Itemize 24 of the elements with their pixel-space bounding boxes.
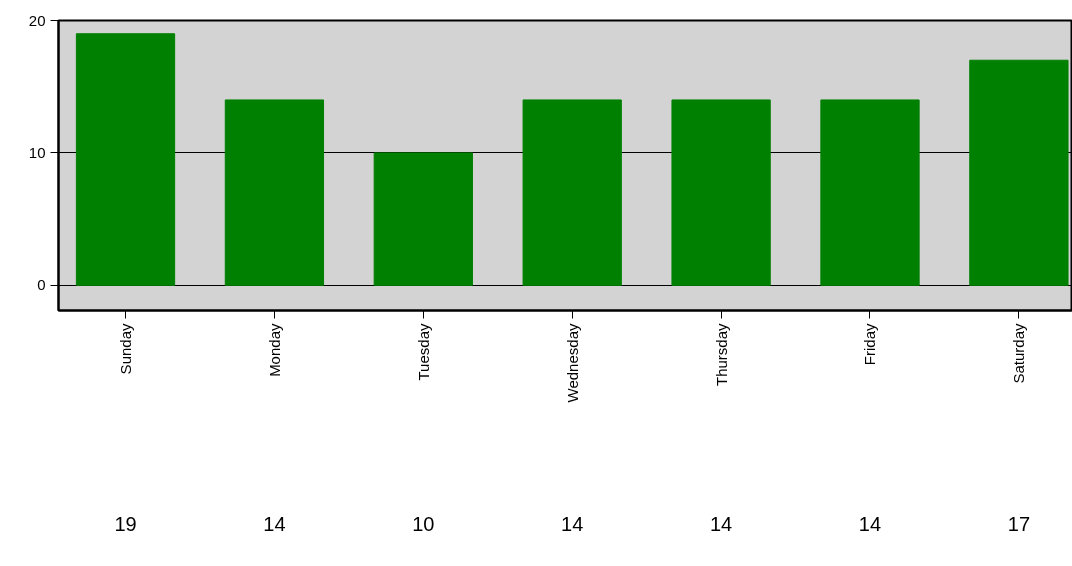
x-tick-label: Saturday bbox=[1010, 323, 1028, 384]
x-tick-label: Sunday bbox=[117, 323, 134, 375]
y-tick-label: 20 bbox=[28, 11, 46, 29]
bar bbox=[75, 33, 176, 286]
y-tick-label: 10 bbox=[28, 143, 46, 161]
data-label: 19 bbox=[114, 513, 137, 536]
x-tick-label: Monday bbox=[265, 323, 283, 377]
data-label: 17 bbox=[1007, 513, 1031, 536]
data-label: 14 bbox=[858, 513, 882, 536]
bar bbox=[671, 99, 771, 286]
bar bbox=[224, 99, 325, 286]
x-tick-label: Thursday bbox=[712, 323, 730, 387]
bar bbox=[373, 152, 473, 286]
y-tick-label: 0 bbox=[37, 276, 46, 294]
data-label: 14 bbox=[263, 513, 286, 536]
bar bbox=[820, 99, 920, 286]
x-tick-label: Friday bbox=[861, 323, 879, 366]
x-tick-label: Tuesday bbox=[414, 323, 432, 381]
bar bbox=[522, 99, 622, 286]
x-tick-label: Wednesday bbox=[563, 323, 581, 403]
data-label: 14 bbox=[709, 513, 733, 536]
data-label: 14 bbox=[561, 513, 584, 536]
data-label: 10 bbox=[412, 513, 435, 536]
bar bbox=[969, 59, 1069, 286]
